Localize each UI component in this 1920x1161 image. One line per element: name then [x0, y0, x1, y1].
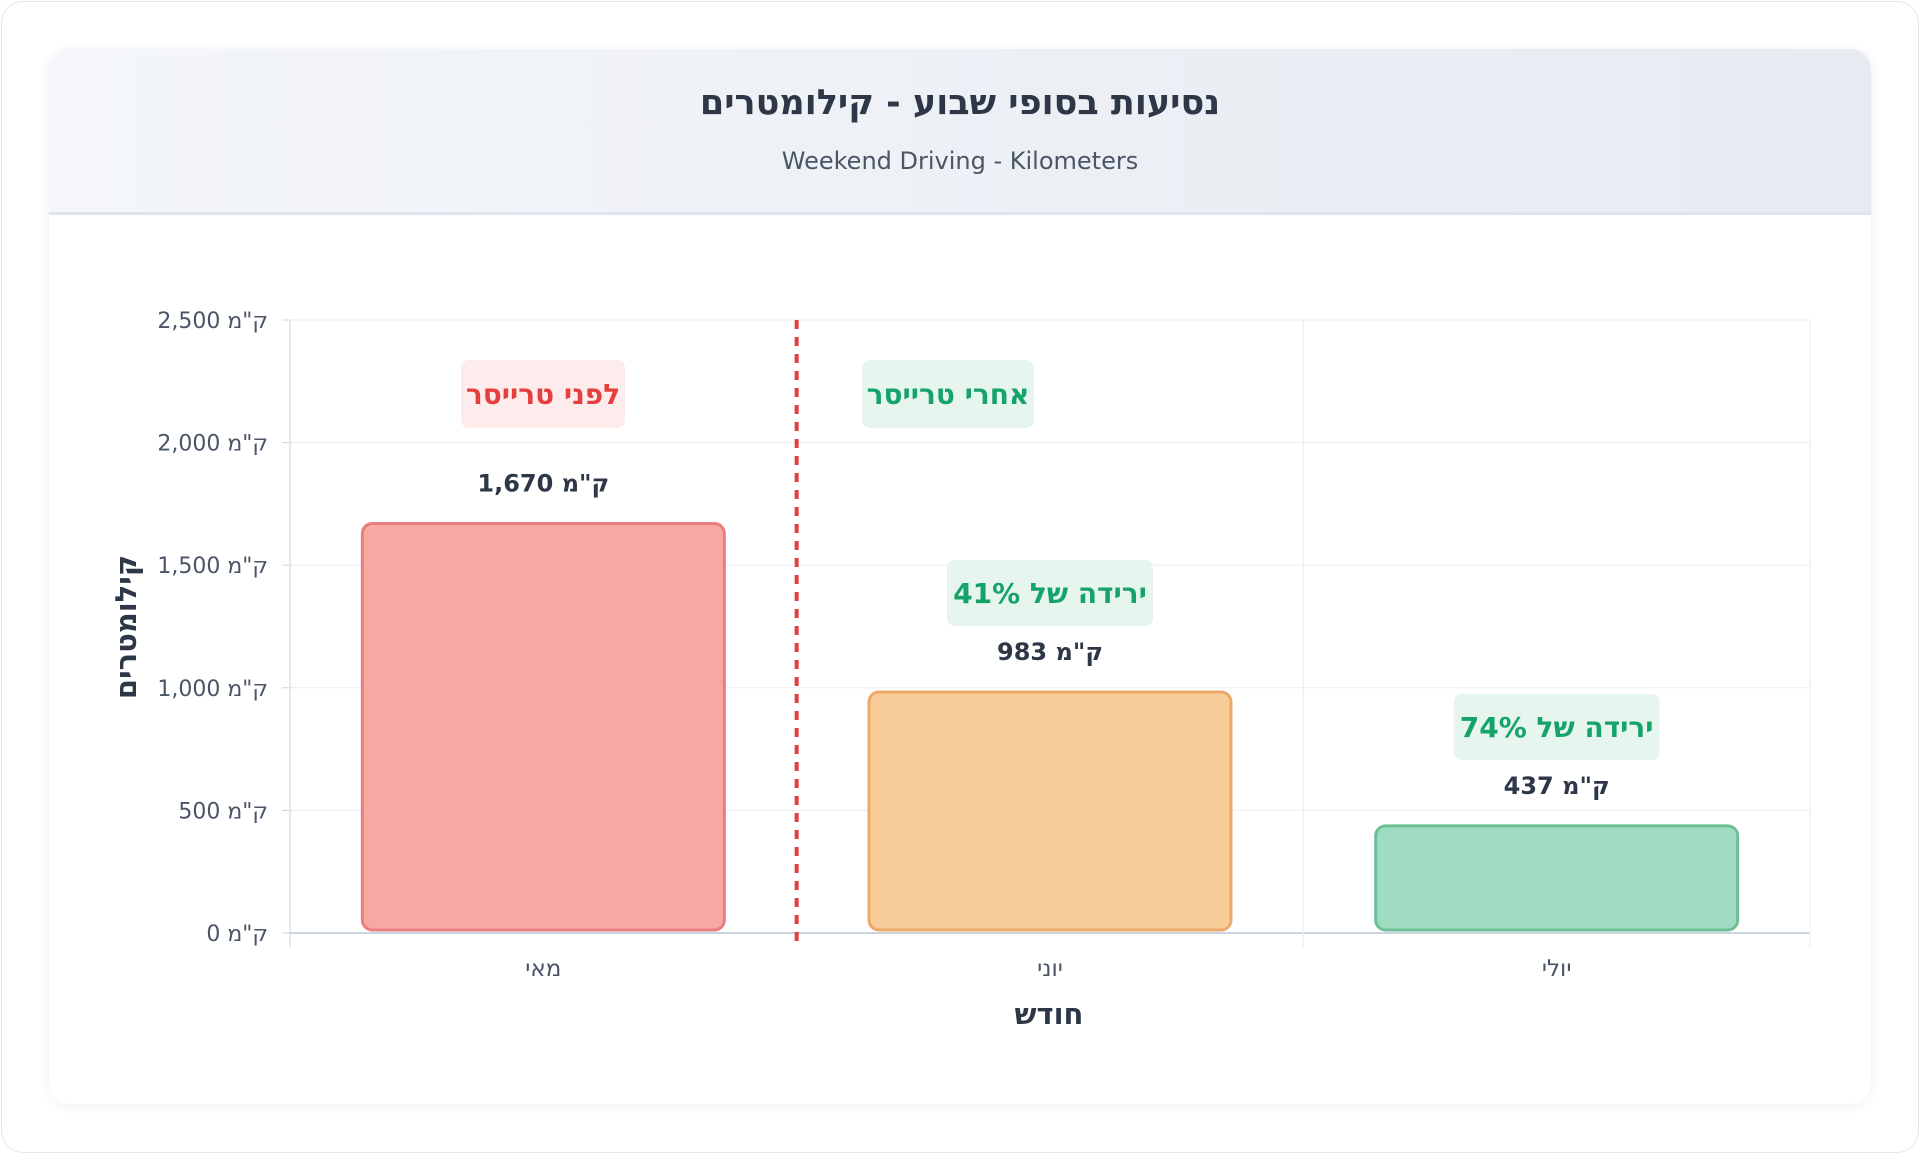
drop-badge-june: ירידה של 41% [947, 560, 1153, 626]
y-tick-label: 1,000 ק"מ [157, 677, 268, 702]
drop-badge-july: ירידה של 74% [1453, 694, 1660, 760]
x-tick-label: מאי [525, 956, 561, 982]
chart-header: נסיעות בסופי שבוע - קילומטרים Weekend Dr… [49, 49, 1871, 215]
y-axis-label: קילומטרים [109, 555, 143, 699]
before-label-text: לפני טרייסר [466, 378, 620, 411]
y-tick-label: 0 ק"מ [206, 922, 268, 947]
y-tick-labels: 0 ק"מ 500 ק"מ 1,000 ק"מ 1,500 ק"מ 2,000 ק"מ 2… [157, 309, 268, 947]
bars: 1,670 ק"מ 983 ק"מ 437 ק"מ [360, 470, 1740, 932]
drop-badge-july-text: ירידה של 74% [1460, 711, 1654, 744]
x-tick-labels: מאי יוני יולי [525, 956, 1571, 982]
after-label-text: אחרי טרייסר [867, 378, 1030, 411]
annotations: לפני טרייסר אחרי טרייסר ירידה של 41% ירידה … [461, 320, 1660, 947]
drop-badge-june-text: ירידה של 41% [953, 577, 1147, 610]
bar [867, 690, 1233, 932]
after-label: אחרי טרייסר [862, 360, 1034, 428]
y-tick-label: 2,500 ק"מ [157, 309, 268, 334]
x-axis-label: חודש [1015, 997, 1084, 1031]
y-tick-label: 2,000 ק"מ [157, 432, 268, 457]
drop-badge-june-bg [947, 560, 1153, 626]
before-label-bg [461, 360, 625, 428]
chart-title: נסיעות בסופי שבוע - קילומטרים [699, 83, 1221, 123]
bar [1374, 824, 1740, 932]
chart-subtitle: Weekend Driving - Kilometers [781, 147, 1139, 175]
y-tick-label: 500 ק"מ [178, 799, 268, 824]
x-tick-label: יוני [1037, 956, 1063, 982]
before-label: לפני טרייסר [461, 360, 625, 428]
after-label-bg [862, 360, 1034, 428]
value-label: 437 ק"מ [1504, 772, 1610, 800]
value-label: 1,670 ק"מ [477, 470, 609, 498]
bar [360, 522, 726, 932]
drop-badge-july-bg [1453, 694, 1660, 760]
value-label: 983 ק"מ [997, 638, 1103, 666]
x-tick-label: יולי [1542, 956, 1572, 982]
y-tick-label: 1,500 ק"מ [157, 554, 268, 579]
